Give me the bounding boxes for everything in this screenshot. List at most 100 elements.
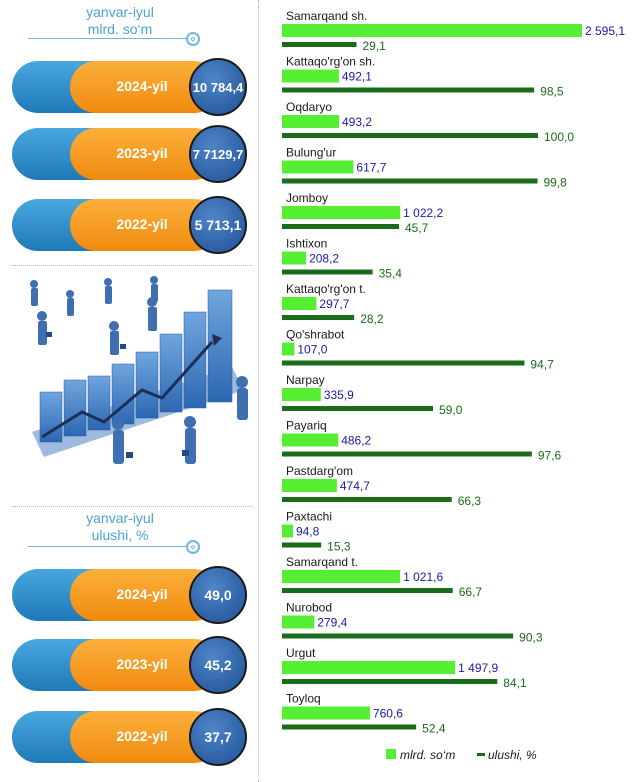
value-label-mlrd: 1 021,6 xyxy=(403,570,443,584)
bar-ulushi xyxy=(282,724,417,730)
bottom-stat-pill-2022: 2022-yil 37,7 xyxy=(12,708,247,766)
value-label-ulushi: 97,6 xyxy=(538,449,562,463)
bar-ulushi xyxy=(282,315,355,320)
category-label: Payariq xyxy=(286,419,327,433)
bar-ulushi xyxy=(282,360,525,366)
value-label-mlrd: 617,7 xyxy=(356,161,386,175)
category-label: Toyloq xyxy=(286,692,321,706)
pill-year: 2024-yil xyxy=(116,78,168,94)
bar-ulushi xyxy=(282,588,453,593)
top-caption-line2: mlrd. so‘m xyxy=(87,21,153,37)
value-label-ulushi: 66,3 xyxy=(458,494,482,508)
bar-mlrd xyxy=(282,342,295,356)
bar-mlrd xyxy=(282,115,340,128)
bar-mlrd xyxy=(282,661,456,674)
category-label: Oqdaryo xyxy=(286,100,332,114)
value-label-ulushi: 15,3 xyxy=(327,540,351,554)
category-label: Bulung'ur xyxy=(286,146,336,160)
bar-mlrd xyxy=(282,160,354,174)
bottom-caption: yanvar-iyul ulushi, % xyxy=(40,510,200,544)
value-label-ulushi: 100,0 xyxy=(544,130,574,144)
top-caption-line1: yanvar-iyul xyxy=(86,4,154,20)
bar-ulushi xyxy=(282,178,538,184)
pill-year: 2022-yil xyxy=(116,216,168,232)
bar-ulushi xyxy=(282,42,357,47)
bar-mlrd xyxy=(282,251,307,265)
value-label-ulushi: 99,8 xyxy=(543,176,567,190)
bar-ulushi xyxy=(282,87,535,93)
value-label-mlrd: 297,7 xyxy=(319,297,349,311)
legend-swatch-ulushi xyxy=(477,753,485,756)
legend-swatch-mlrd xyxy=(386,749,396,759)
bottom-stat-pill-2024: 2024-yil 49,0 xyxy=(12,566,247,624)
value-label-ulushi: 35,4 xyxy=(379,267,403,281)
value-label-mlrd: 279,4 xyxy=(317,616,347,630)
pill-value: 45,2 xyxy=(189,636,247,694)
category-label: Samarqand sh. xyxy=(286,9,367,23)
category-label: Narpay xyxy=(286,373,325,387)
bottom-caption-rule xyxy=(28,546,192,547)
bar-ulushi xyxy=(282,224,399,229)
bar-mlrd xyxy=(282,479,337,492)
category-label: Samarqand t. xyxy=(286,555,358,569)
value-label-mlrd: 94,8 xyxy=(296,525,320,539)
top-caption-rule xyxy=(28,38,192,39)
value-label-mlrd: 1 022,2 xyxy=(403,206,443,220)
value-label-ulushi: 84,1 xyxy=(503,676,527,690)
pill-year: 2023-yil xyxy=(116,145,168,161)
bar-ulushi xyxy=(282,406,434,411)
bar-mlrd xyxy=(282,433,339,447)
pill-value: 37,7 xyxy=(189,708,247,766)
value-label-mlrd: 2 595,1 xyxy=(585,24,625,38)
bar-mlrd xyxy=(282,24,582,37)
value-label-ulushi: 98,5 xyxy=(540,85,564,99)
top-caption: yanvar-iyul mlrd. so‘m xyxy=(40,4,200,38)
bar-mlrd xyxy=(282,706,370,720)
value-label-mlrd: 1 497,9 xyxy=(458,661,498,675)
top-stat-pill-2022: 2022-yil 5 713,1 xyxy=(12,196,247,254)
legend-label-ulushi: ulushi, % xyxy=(488,748,537,762)
bar-mlrd xyxy=(282,206,401,219)
divider-bottom xyxy=(12,506,252,507)
pill-value: 7 7129,7 xyxy=(189,125,247,183)
value-label-mlrd: 474,7 xyxy=(340,479,370,493)
growth-chart-illustration xyxy=(30,276,248,464)
value-label-mlrd: 493,2 xyxy=(342,115,372,129)
value-label-ulushi: 52,4 xyxy=(422,722,446,736)
category-label: Paxtachi xyxy=(286,510,332,524)
value-label-ulushi: 29,1 xyxy=(362,39,386,53)
category-label: Jomboy xyxy=(286,191,328,205)
bar-mlrd xyxy=(282,388,321,401)
divider-top xyxy=(12,265,252,266)
value-label-ulushi: 94,7 xyxy=(530,358,554,372)
pill-year: 2023-yil xyxy=(116,656,168,672)
value-label-mlrd: 760,6 xyxy=(373,707,403,721)
category-label: Ishtixon xyxy=(286,237,327,251)
bar-mlrd xyxy=(282,69,339,83)
bar-mlrd xyxy=(282,297,317,310)
value-label-mlrd: 492,1 xyxy=(342,70,372,84)
bottom-stat-pill-2023: 2023-yil 45,2 xyxy=(12,636,247,694)
value-label-ulushi: 90,3 xyxy=(519,631,543,645)
value-label-ulushi: 45,7 xyxy=(405,221,429,235)
bottom-caption-line2: ulushi, % xyxy=(91,527,149,543)
bar-ulushi xyxy=(282,133,538,138)
category-label: Qo'shrabot xyxy=(286,328,345,342)
category-label: Pastdarg'om xyxy=(286,464,353,478)
category-label: Kattaqo'rg'on sh. xyxy=(286,55,375,69)
bar-mlrd xyxy=(282,570,401,583)
value-label-ulushi: 59,0 xyxy=(439,403,463,417)
bar-ulushi xyxy=(282,679,498,684)
value-label-mlrd: 107,0 xyxy=(297,343,327,357)
pill-year: 2022-yil xyxy=(116,728,168,744)
top-stat-pill-2023: 2023-yil 7 7129,7 xyxy=(12,125,247,183)
value-label-mlrd: 486,2 xyxy=(341,434,371,448)
top-stat-pill-2024: 2024-yil 10 784,4 xyxy=(12,58,247,116)
bottom-caption-line1: yanvar-iyul xyxy=(86,510,154,526)
category-label: Nurobod xyxy=(286,601,332,615)
bar-ulushi xyxy=(282,451,532,457)
bottom-caption-circle-icon xyxy=(186,540,200,554)
top-caption-circle-icon xyxy=(186,32,200,46)
panel-separator xyxy=(258,0,259,782)
